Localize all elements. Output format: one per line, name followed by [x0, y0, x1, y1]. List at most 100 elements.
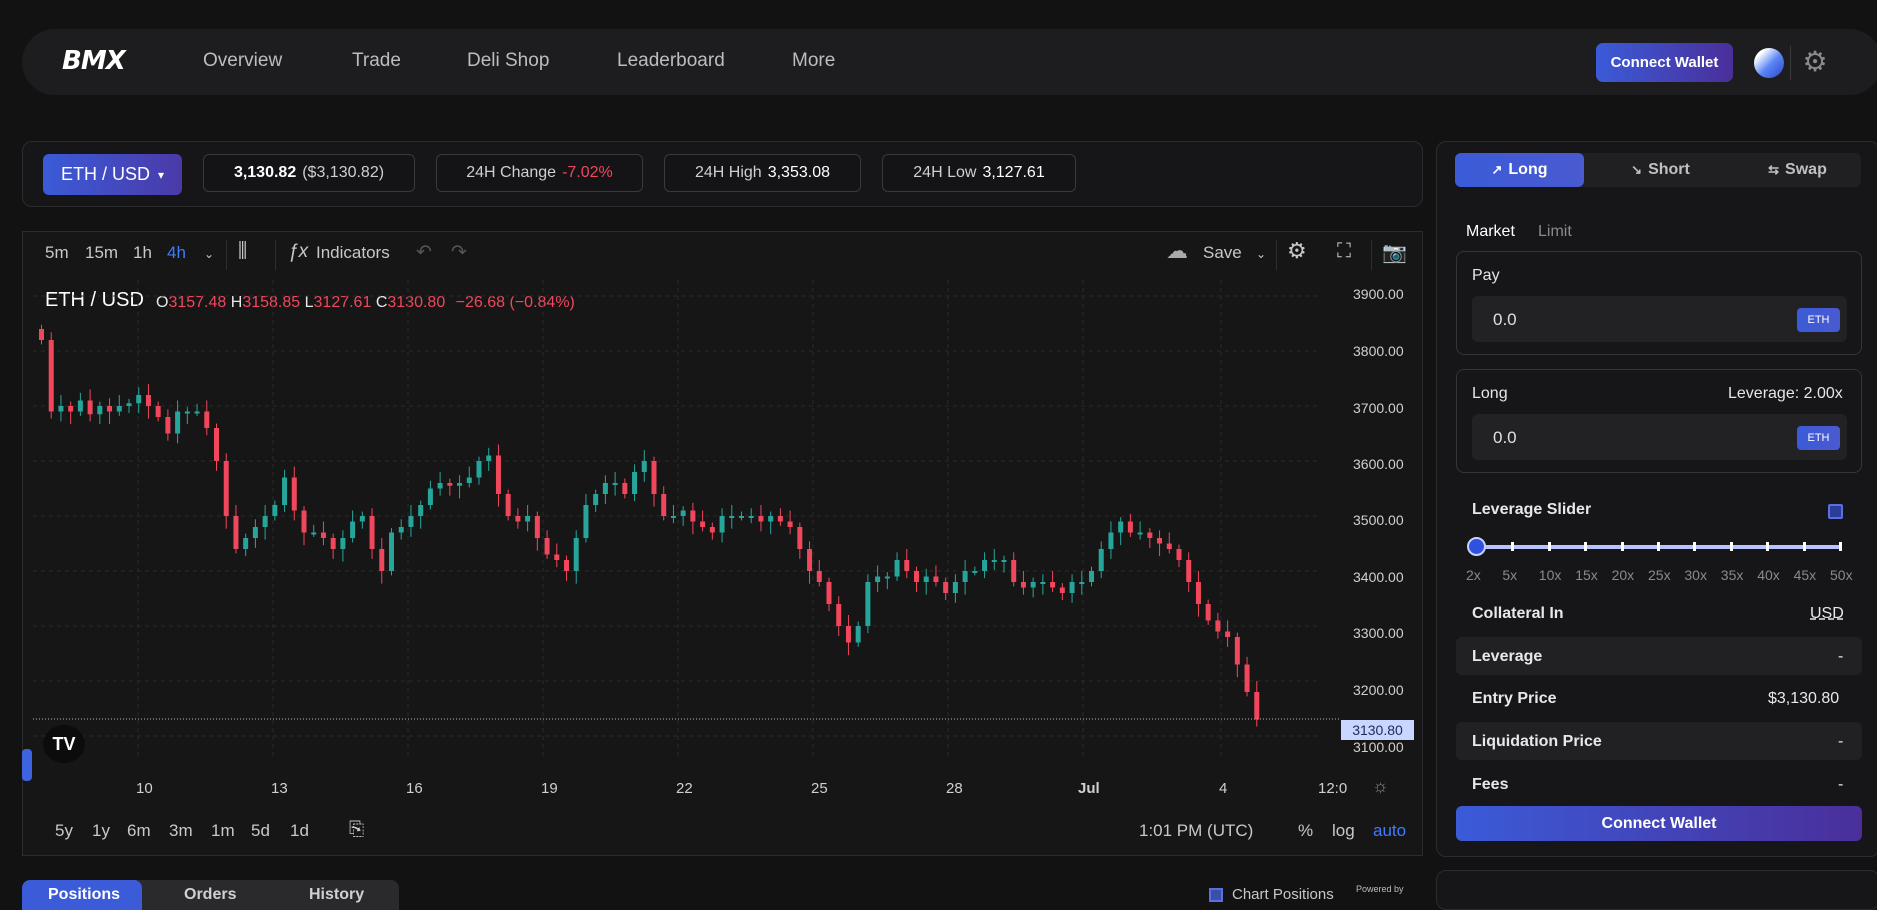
nav-link-leaderboard[interactable]: Leaderboard [617, 50, 725, 71]
tab-orders[interactable]: Orders [184, 886, 237, 903]
collateral-value[interactable]: USD [1810, 605, 1844, 622]
pay-input[interactable] [1472, 296, 1847, 342]
slider-mark-label[interactable]: 5x [1502, 567, 1518, 583]
candle-body [1069, 582, 1075, 593]
camera-icon[interactable]: 📷 [1382, 242, 1407, 264]
chart-symbol: ETH / USD [45, 289, 144, 311]
redo-icon[interactable]: ↷ [451, 242, 467, 263]
slider-mark-label[interactable]: 10x [1538, 567, 1562, 583]
tab-long[interactable]: ↗ Long [1455, 153, 1584, 187]
x-axis-label: 22 [676, 780, 693, 797]
pay-token-badge[interactable]: ETH [1797, 308, 1840, 332]
interval-15m[interactable]: 15m [85, 243, 119, 262]
range-5y[interactable]: 5y [55, 821, 73, 840]
long-box [1456, 369, 1862, 473]
range-1m[interactable]: 1m [211, 821, 235, 840]
connect-wallet-trade-button[interactable]: Connect Wallet [1456, 806, 1862, 841]
candle-body [670, 516, 676, 518]
chart-time[interactable]: 1:01 PM (UTC) [1139, 821, 1254, 840]
save-dropdown-icon[interactable]: ⌄ [1256, 247, 1267, 261]
connect-wallet-button[interactable]: Connect Wallet [1596, 43, 1733, 82]
range-6m[interactable]: 6m [127, 821, 151, 840]
undo-icon[interactable]: ↶ [416, 242, 432, 263]
candle-body [593, 494, 599, 505]
indicators-button[interactable]: Indicators [316, 243, 390, 262]
nav-link-trade[interactable]: Trade [352, 50, 401, 71]
tab-history[interactable]: History [309, 886, 365, 903]
range-3m[interactable]: 3m [169, 821, 193, 840]
pair-selector[interactable]: ETH / USD ▾ [43, 154, 182, 195]
nav-link-deli-shop[interactable]: Deli Shop [467, 50, 550, 71]
candle-body [282, 477, 288, 505]
low-label: 24H Low [913, 164, 977, 181]
interval-1h[interactable]: 1h [133, 243, 152, 262]
mode-limit[interactable]: Limit [1538, 223, 1572, 240]
liquidation-price-value: - [1838, 733, 1844, 750]
candle-type-icon[interactable]: ⫼ [238, 240, 248, 262]
long-token-badge[interactable]: ETH [1797, 426, 1840, 450]
interval-4h[interactable]: 4h [167, 243, 186, 262]
tab-long-label: Long [1508, 161, 1548, 178]
chevron-down-icon: ▾ [157, 167, 165, 182]
candle-body [116, 406, 122, 412]
slider-mark-label[interactable]: 45x [1793, 567, 1817, 583]
leverage-slider-knob[interactable] [1467, 537, 1486, 556]
nav-link-more[interactable]: More [792, 50, 836, 71]
candle-body [700, 521, 706, 527]
network-icon[interactable] [1754, 48, 1784, 78]
long-input-value[interactable]: 0.0 [1493, 428, 1517, 447]
slider-mark-label[interactable]: 25x [1648, 567, 1671, 583]
candlestick-chart[interactable] [33, 280, 1339, 760]
log-toggle[interactable]: log [1332, 821, 1355, 840]
range-5d[interactable]: 5d [251, 821, 270, 840]
chart-settings-gear-icon[interactable]: ⚙ [1287, 238, 1307, 263]
chart-positions-checkbox[interactable] [1209, 888, 1223, 902]
sidebar-handle[interactable] [22, 749, 32, 781]
cloud-icon[interactable]: ☁ [1166, 238, 1188, 263]
percent-toggle[interactable]: % [1298, 821, 1314, 840]
candle-body [145, 395, 151, 406]
candle-body [359, 516, 365, 522]
tab-positions[interactable]: Positions [48, 886, 121, 903]
tradingview-logo-icon[interactable]: TV [43, 725, 85, 763]
slider-tick [1620, 542, 1624, 551]
candle-body [486, 455, 492, 461]
candle-body [583, 505, 589, 538]
candle-body [1001, 560, 1007, 562]
leverage-slider-checkbox[interactable] [1828, 504, 1843, 519]
slider-mark-label[interactable]: 15x [1575, 567, 1598, 583]
candle-body [709, 527, 715, 533]
candle-body [525, 516, 531, 522]
settings-gear-icon[interactable]: ⚙ [1802, 46, 1828, 77]
save-button[interactable]: Save [1203, 243, 1242, 262]
indicators-icon[interactable]: ƒx [288, 241, 309, 262]
tab-short[interactable]: ↘ Short [1596, 153, 1725, 187]
candle-body [194, 411, 200, 414]
fullscreen-icon[interactable]: ⛶ [1337, 240, 1351, 262]
pay-input-value[interactable]: 0.0 [1493, 310, 1517, 329]
long-input[interactable] [1472, 414, 1847, 460]
interval-dropdown-icon[interactable]: ⌄ [204, 247, 215, 261]
slider-mark-label[interactable]: 30x [1684, 567, 1707, 583]
interval-5m[interactable]: 5m [45, 243, 69, 262]
candle-body [1205, 604, 1211, 621]
slider-mark-label[interactable]: 20x [1611, 567, 1635, 583]
axis-settings-icon[interactable]: ☼ [1372, 776, 1389, 796]
range-1y[interactable]: 1y [92, 821, 110, 840]
goto-date-icon[interactable]: ⎘ [349, 819, 365, 840]
slider-mark-label[interactable]: 35x [1720, 567, 1744, 583]
candle-body [87, 400, 93, 415]
range-1d[interactable]: 1d [290, 821, 309, 840]
auto-toggle[interactable]: auto [1373, 821, 1407, 840]
candle-body [884, 576, 890, 579]
mode-market[interactable]: Market [1466, 223, 1515, 240]
logo[interactable]: BMX [62, 46, 126, 76]
nav-link-overview[interactable]: Overview [203, 50, 283, 71]
candle-body [1234, 637, 1240, 665]
tab-swap[interactable]: ⇆ Swap [1733, 153, 1862, 187]
candle-body [807, 549, 813, 571]
slider-mark-label[interactable]: 50x [1830, 567, 1853, 583]
slider-mark-label[interactable]: 40x [1757, 567, 1780, 583]
slider-mark-label[interactable]: 2x [1466, 567, 1481, 583]
y-axis-label: 3400.00 [1353, 569, 1404, 585]
